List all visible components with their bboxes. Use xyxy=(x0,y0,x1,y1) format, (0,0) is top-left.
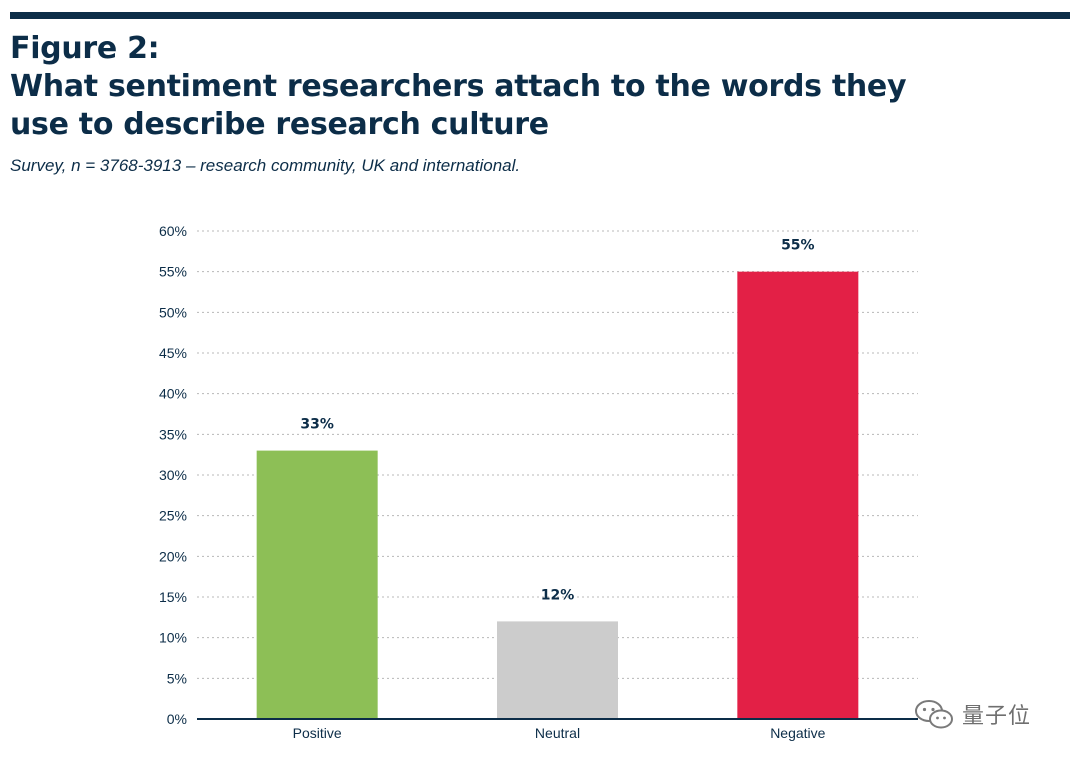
data-labels: 33% 12% 55% xyxy=(300,238,814,604)
bar-neutral xyxy=(497,621,618,719)
y-tick-label: 25% xyxy=(159,508,187,524)
y-tick-label: 50% xyxy=(159,304,187,320)
category-label-negative: Negative xyxy=(770,725,825,741)
category-label-positive: Positive xyxy=(293,725,342,741)
figure-title-line-1: Figure 2: xyxy=(10,31,160,66)
category-label-neutral: Neutral xyxy=(535,725,580,741)
y-tick-label: 0% xyxy=(167,711,187,727)
y-tick-label: 20% xyxy=(159,548,187,564)
wechat-icon xyxy=(915,700,953,729)
watermark-text: 量子位 xyxy=(962,704,1032,729)
figure-subtitle: Survey, n = 3768-3913 – research communi… xyxy=(10,156,521,175)
y-tick-label: 10% xyxy=(159,630,187,646)
y-tick-label: 30% xyxy=(159,467,187,483)
bar-positive xyxy=(256,450,378,719)
figure-title-line-3: use to describe research culture xyxy=(10,107,549,142)
y-axis-ticks: 0% 5% 10% 15% 20% 25% 30% 35% 40% 45% 50% 55% 60% xyxy=(159,223,187,727)
y-tick-label: 55% xyxy=(159,264,187,280)
figure-title-line-2: What sentiment researchers attach to the… xyxy=(10,69,907,104)
x-axis-categories: Positive Neutral Negative xyxy=(293,725,826,741)
y-tick-label: 15% xyxy=(159,589,187,605)
data-label-positive: 33% xyxy=(300,417,334,433)
y-tick-label: 35% xyxy=(159,426,187,442)
y-tick-label: 40% xyxy=(159,386,187,402)
y-tick-label: 60% xyxy=(159,223,187,239)
watermark: 量子位 xyxy=(912,698,1031,730)
bars xyxy=(256,271,859,719)
y-tick-label: 5% xyxy=(167,670,187,686)
data-label-negative: 55% xyxy=(781,238,815,254)
y-tick-label: 45% xyxy=(159,345,187,361)
figure-title: Figure 2: What sentiment researchers att… xyxy=(10,30,907,144)
data-label-neutral: 12% xyxy=(541,587,575,603)
bar-negative xyxy=(737,271,859,719)
top-rule xyxy=(10,12,1070,19)
